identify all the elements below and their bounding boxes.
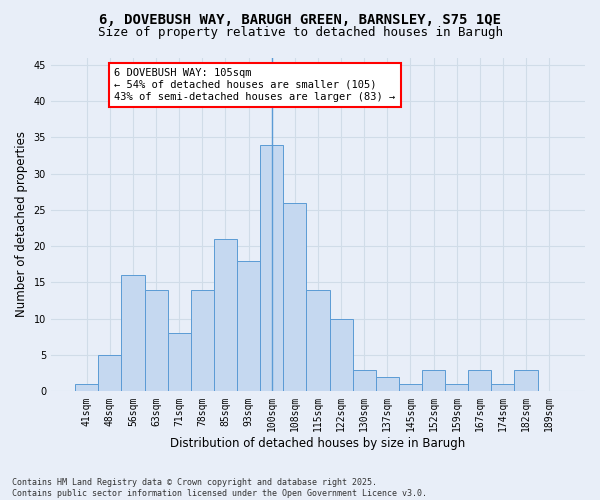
Bar [283, 202, 307, 392]
Text: Contains HM Land Registry data © Crown copyright and database right 2025.
Contai: Contains HM Land Registry data © Crown c… [12, 478, 427, 498]
Bar [353, 370, 376, 392]
Bar [399, 384, 422, 392]
X-axis label: Distribution of detached houses by size in Barugh: Distribution of detached houses by size … [170, 437, 466, 450]
Bar [191, 290, 214, 392]
Bar [445, 384, 468, 392]
Text: 6, DOVEBUSH WAY, BARUGH GREEN, BARNSLEY, S75 1QE: 6, DOVEBUSH WAY, BARUGH GREEN, BARNSLEY,… [99, 12, 501, 26]
Bar [145, 290, 167, 392]
Bar [237, 260, 260, 392]
Bar [376, 377, 399, 392]
Bar [260, 144, 283, 392]
Bar [98, 355, 121, 392]
Y-axis label: Number of detached properties: Number of detached properties [15, 132, 28, 318]
Bar [307, 290, 329, 392]
Bar [167, 334, 191, 392]
Bar [75, 384, 98, 392]
Bar [468, 370, 491, 392]
Bar [121, 275, 145, 392]
Bar [491, 384, 514, 392]
Bar [329, 319, 353, 392]
Bar [214, 239, 237, 392]
Bar [422, 370, 445, 392]
Text: 6 DOVEBUSH WAY: 105sqm
← 54% of detached houses are smaller (105)
43% of semi-de: 6 DOVEBUSH WAY: 105sqm ← 54% of detached… [115, 68, 396, 102]
Text: Size of property relative to detached houses in Barugh: Size of property relative to detached ho… [97, 26, 503, 39]
Bar [514, 370, 538, 392]
